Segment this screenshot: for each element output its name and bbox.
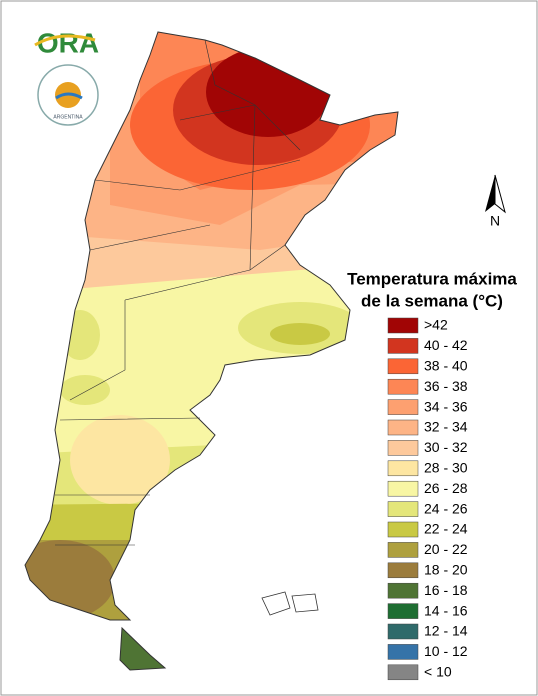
legend-swatch	[387, 542, 419, 558]
legend-title: de la semana (°C)	[361, 291, 503, 310]
legend-label: 38 - 40	[424, 358, 468, 374]
legend-label: 34 - 36	[424, 398, 468, 414]
legend-label: 36 - 38	[424, 378, 468, 394]
arrow-left	[485, 175, 495, 212]
north-arrow: N	[485, 174, 506, 229]
legend-swatch	[387, 440, 419, 456]
legend-label: < 10	[424, 664, 452, 680]
legend-label: 28 - 30	[424, 460, 468, 476]
legend-swatch	[387, 644, 419, 660]
legend-swatch	[387, 317, 419, 334]
legend-label: >42	[424, 317, 448, 333]
legend-swatch	[387, 623, 419, 640]
legend-swatch	[387, 460, 419, 477]
logo-text: ORA	[37, 27, 99, 58]
legend-label: 10 - 12	[424, 643, 468, 659]
legend-label: 30 - 32	[424, 439, 468, 455]
legend-swatch	[387, 521, 419, 538]
temperature-zone	[270, 323, 330, 345]
legend-label: 26 - 28	[424, 480, 468, 496]
legend-label: 24 - 26	[424, 500, 468, 516]
legend-label: 32 - 34	[424, 419, 468, 435]
legend-label: 14 - 16	[424, 602, 468, 618]
logo-swoosh	[34, 34, 96, 47]
emblem-wave	[55, 92, 83, 100]
legend-swatch	[387, 501, 419, 517]
legend: >42 40 - 42 38 - 40 36 - 38 34 - 36 32 - 34 30…	[387, 317, 468, 681]
logo: ORA ARGENTINA	[34, 27, 99, 126]
legend-label: 20 - 22	[424, 541, 468, 557]
legend-label: 22 - 24	[424, 521, 468, 537]
legend-swatch	[387, 378, 419, 395]
legend-label: 12 - 14	[424, 623, 468, 639]
emblem-text: ARGENTINA	[53, 114, 83, 120]
legend-swatch	[387, 338, 419, 354]
legend-swatch	[387, 358, 419, 375]
legend-swatch	[387, 562, 419, 579]
legend-title: Temperatura máxima	[347, 269, 517, 288]
legend-swatch	[387, 603, 419, 619]
legend-swatch	[387, 664, 419, 681]
islands	[261, 591, 319, 616]
temperature-zone	[70, 415, 170, 505]
legend-label: 16 - 18	[424, 582, 468, 598]
legend-label: 18 - 20	[424, 562, 468, 578]
legend-swatch	[387, 419, 419, 436]
arrow-right	[494, 174, 506, 214]
country-outline	[24, 31, 399, 671]
temperature-zone	[60, 375, 110, 405]
legend-swatch	[387, 399, 419, 415]
legend-swatch	[387, 582, 419, 599]
legend-swatch	[387, 480, 419, 497]
north-label: N	[490, 213, 500, 229]
legend-label: 40 - 42	[424, 337, 468, 353]
province-borders	[55, 39, 301, 546]
